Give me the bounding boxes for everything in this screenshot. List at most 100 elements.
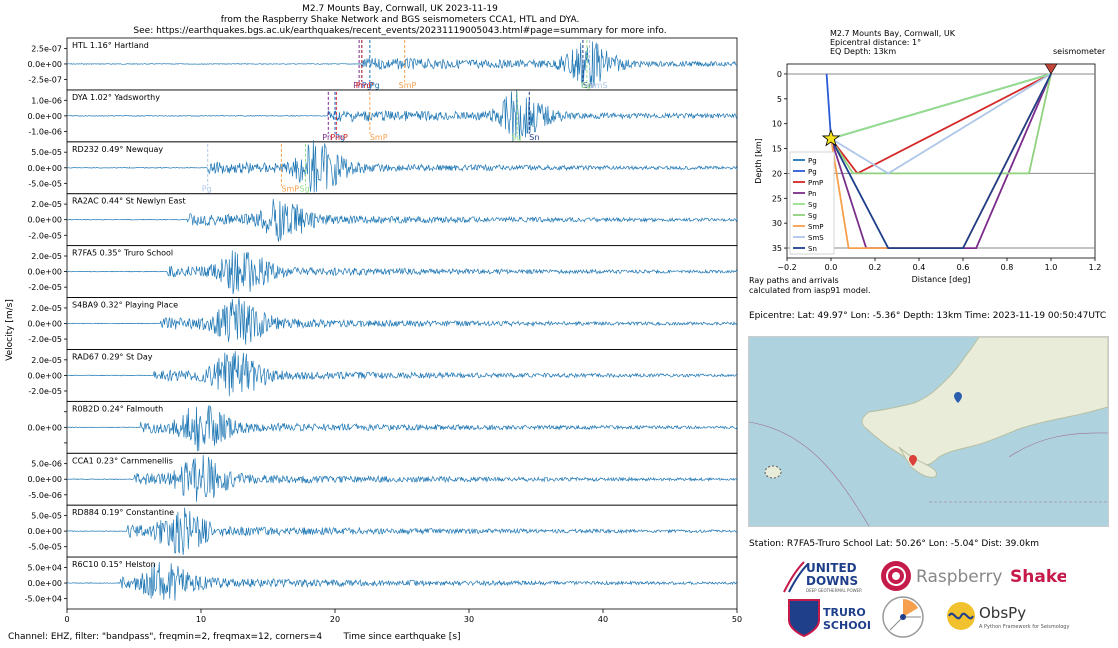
station-panel: 2.0e-05 0.0e+00 -2.0e-05 S4BA9 0.32° Playin… bbox=[27, 297, 738, 350]
station-panel: 5.0e+04 0.0e+00 -5.0e+04 R6C10 0.15° Helsto… bbox=[25, 556, 738, 610]
y-tick-label: 10 bbox=[772, 120, 782, 129]
station-marker[interactable] bbox=[954, 392, 962, 403]
ray-ylabel: Depth [km] bbox=[754, 138, 763, 184]
x-tick-label: 1.2 bbox=[1089, 263, 1102, 272]
school-text: SCHOOL bbox=[823, 619, 870, 632]
ray-path bbox=[830, 73, 1052, 140]
x-tick-label: 10 bbox=[196, 615, 206, 624]
cornwall-landmass bbox=[861, 337, 1108, 466]
station-label: RD232 0.49° Newquay bbox=[72, 145, 163, 154]
seismogram-trace bbox=[66, 298, 738, 345]
downs-text: DOWNS bbox=[806, 574, 858, 588]
ray-path bbox=[830, 73, 1052, 249]
ray-subtitle: Epicentral distance: 1° bbox=[830, 38, 921, 47]
ray-xlabel: Distance [deg] bbox=[912, 275, 971, 284]
y-tick-label: 1.0e-06 bbox=[31, 96, 62, 105]
united-text: UNITED bbox=[806, 561, 857, 575]
legend-label: Pg bbox=[808, 157, 817, 165]
obspy-text: ObsPy bbox=[979, 604, 1026, 622]
seis-xlabel: Time since earthquake [s] bbox=[342, 632, 460, 642]
y-tick-label: 2.0e-05 bbox=[31, 356, 62, 365]
seismogram-trace bbox=[66, 199, 738, 242]
y-tick-label: 0.0e+00 bbox=[27, 475, 62, 484]
seismogram-trace bbox=[66, 140, 738, 193]
seismogram-trace bbox=[66, 507, 738, 556]
y-tick-label: -5.0e+04 bbox=[25, 595, 62, 604]
y-tick-label: -5.0e-05 bbox=[28, 543, 62, 552]
y-tick-label: 2.5e-07 bbox=[31, 44, 62, 53]
station-label: R0B2D 0.24° Falmouth bbox=[72, 404, 163, 413]
x-tick-label: 50 bbox=[732, 615, 742, 624]
seismogram-trace bbox=[67, 404, 738, 452]
boundary-line bbox=[1008, 432, 1108, 458]
seismogram-chart: Velocity [m/s] Time since earthquake [s]… bbox=[5, 37, 742, 642]
seismogram-trace bbox=[66, 562, 738, 601]
phase-label: Pg bbox=[370, 81, 380, 90]
phase-label: Pn bbox=[322, 133, 332, 142]
y-tick-label: -5.0e-05 bbox=[28, 179, 62, 188]
legend-label: Pn bbox=[808, 190, 817, 198]
phase-label: Pn bbox=[353, 81, 363, 90]
ray-path-chart: M2.7 Mounts Bay, Cornwall, UKEpicentral … bbox=[754, 29, 1106, 284]
station-label: RD884 0.19° Constantine bbox=[72, 508, 174, 517]
station-panel: 2.0e-05 0.0e+00 -2.0e-05 R7FA5 0.35° Truro … bbox=[27, 245, 738, 298]
station-label: HTL 1.16° Hartland bbox=[72, 41, 149, 50]
x-tick-label: 20 bbox=[330, 615, 340, 624]
obspy-graphic: ObsPy A Python Framework for Seismology bbox=[947, 602, 1069, 630]
station-panel: 2.0e-05 0.0e+00 -2.0e-05 RAD67 0.29° St Day bbox=[27, 349, 738, 402]
x-tick-label: 0.0 bbox=[825, 263, 838, 272]
filter-footnote: Channel: EHZ, filter: "bandpass", freqmi… bbox=[8, 632, 323, 642]
y-tick-label: 0.0e+00 bbox=[27, 216, 62, 225]
ray-path bbox=[830, 73, 1052, 175]
x-tick-label: 30 bbox=[464, 615, 474, 624]
raspberry-text: Raspberry bbox=[916, 567, 1003, 587]
station-map[interactable] bbox=[748, 336, 1109, 527]
seismogram-trace bbox=[66, 90, 738, 143]
y-tick-label: 0.0e+00 bbox=[27, 371, 62, 380]
y-tick-label: 0.0e+00 bbox=[27, 423, 62, 432]
phase-label: PmP bbox=[356, 81, 374, 90]
obspy-subtext: A Python Framework for Seismology bbox=[979, 624, 1069, 630]
seis-ylabel: Velocity [m/s] bbox=[5, 299, 15, 361]
phase-label: Sg bbox=[581, 81, 591, 90]
ray-path bbox=[830, 73, 1052, 175]
station-panel: 2.5e-07 0.0e+00 -2.5e-07 HTL 1.16° Hartland… bbox=[27, 37, 738, 91]
seismometer-icon bbox=[1044, 63, 1058, 75]
station-panel: 0.0e+00 R0B2D 0.24° Falmouth bbox=[27, 400, 738, 454]
united-downs-graphic: UNITED DOWNS DEEP GEOTHERMAL POWER bbox=[783, 561, 862, 593]
legend-label: Sn bbox=[808, 245, 817, 253]
y-tick-label: 0.0e+00 bbox=[27, 527, 62, 536]
phase-label: Sn bbox=[583, 81, 593, 90]
y-tick-label: 0.0e+00 bbox=[27, 268, 62, 277]
y-tick-label: -2.0e-05 bbox=[28, 283, 62, 292]
y-tick-label: 0.0e+00 bbox=[27, 320, 62, 329]
epicentre-marker[interactable] bbox=[909, 455, 917, 466]
phase-label: PmP bbox=[330, 133, 348, 142]
y-tick-label: 35 bbox=[772, 244, 782, 253]
y-tick-label: 0.0e+00 bbox=[27, 60, 62, 69]
y-tick-label: 2.0e-05 bbox=[31, 304, 62, 313]
station-label: S4BA9 0.32° Playing Place bbox=[72, 301, 178, 310]
x-tick-label: −0.2 bbox=[777, 263, 796, 272]
x-tick-label: 40 bbox=[598, 615, 608, 624]
y-tick-label: 0 bbox=[777, 70, 782, 79]
y-tick-label: 0.0e+00 bbox=[27, 112, 62, 121]
y-tick-label: -2.0e-05 bbox=[28, 387, 62, 396]
x-tick-label: 0 bbox=[64, 615, 69, 624]
seismogram-trace bbox=[66, 455, 738, 502]
phase-label: Sg bbox=[511, 133, 521, 142]
phase-label: Pg bbox=[362, 81, 372, 90]
phase-label: Sn bbox=[529, 133, 539, 142]
station-panel: 2.0e-05 0.0e+00 -2.0e-05 RA2AC 0.44° St New… bbox=[27, 193, 738, 247]
seismogram-trace bbox=[66, 41, 738, 87]
station-label: DYA 1.02° Yadsworthy bbox=[72, 93, 160, 102]
seismology-badge-graphic bbox=[882, 596, 924, 638]
seismogram-trace bbox=[66, 250, 738, 295]
ray-subtitle: EQ Depth: 13km bbox=[830, 47, 896, 56]
station-label: R6C10 0.15° Helston bbox=[72, 560, 156, 569]
truro-school-graphic: TRURO SCHOOL bbox=[788, 599, 870, 638]
title-line-3: See: https://earthquakes.bgs.ac.uk/earth… bbox=[133, 26, 667, 36]
phase-label: SmP bbox=[399, 81, 417, 90]
y-tick-label: 5.0e-05 bbox=[31, 148, 62, 157]
map-graphic bbox=[749, 337, 1108, 526]
